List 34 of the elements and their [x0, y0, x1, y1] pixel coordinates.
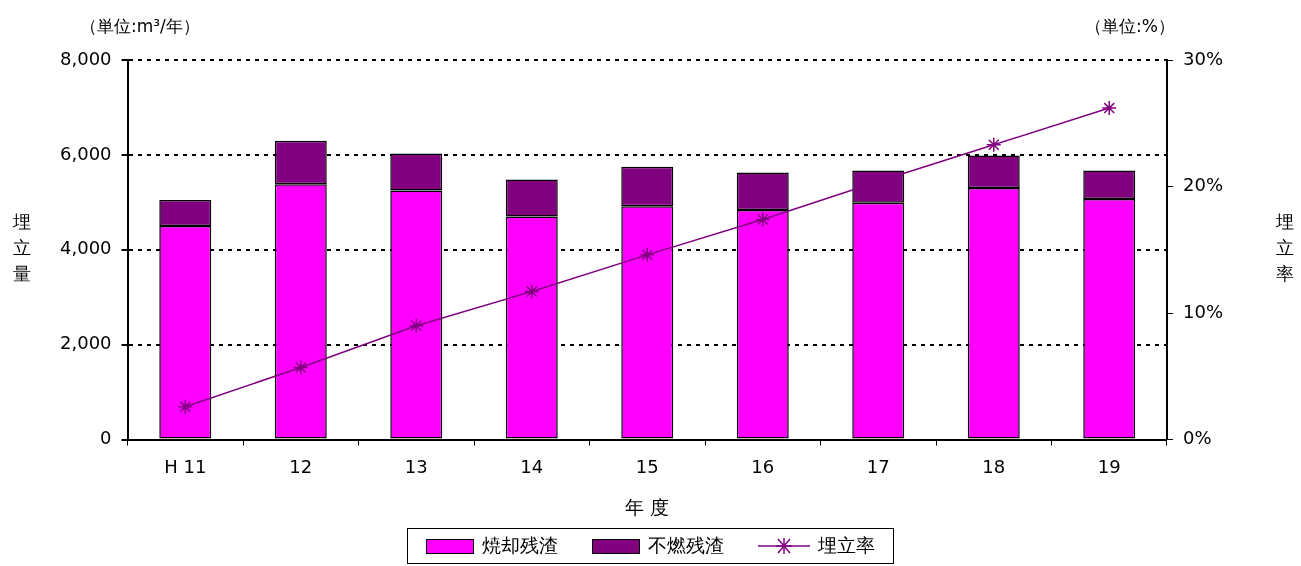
x-tick-label: 18 [982, 456, 1006, 478]
text: （単位:%） [1085, 16, 1175, 37]
point [1101, 100, 1117, 116]
y-tick-label: 6,000 [60, 142, 112, 164]
y2-tick-label: 30% [1182, 47, 1224, 69]
point [177, 398, 194, 415]
point [524, 283, 540, 300]
point [293, 359, 309, 376]
point [639, 247, 656, 263]
x-axis-title: 年 度 [625, 495, 670, 518]
x-tick-label: H 11 [164, 456, 207, 478]
x-tick-label: 17 [866, 456, 890, 478]
x-tick-label: 19 [1097, 456, 1121, 478]
legend-label: 不燃残渣 [648, 533, 724, 558]
point [755, 211, 771, 228]
x-tick-label: 15 [635, 456, 659, 478]
y-tick-label: 2,000 [60, 332, 112, 354]
x-tick-label: 12 [289, 456, 313, 478]
y-tick-label: 0 [100, 427, 112, 449]
point [986, 137, 1002, 153]
legend-label: 焼却残渣 [482, 533, 558, 558]
x-tick-label: 16 [751, 456, 775, 478]
text: （単位:m³/年） [80, 16, 200, 37]
y2-tick-label: 20% [1182, 174, 1224, 196]
y2-tick-label: 0% [1182, 427, 1212, 449]
y-tick-label: 8,000 [60, 47, 112, 69]
legend-label: 埋立率 [818, 533, 875, 558]
point [408, 317, 425, 334]
x-tick-label: 13 [404, 456, 428, 478]
y2-axis-title: 埋立率 [1275, 211, 1294, 285]
y-axis-title: 埋立量 [12, 211, 31, 285]
x-tick-label: 14 [520, 456, 544, 478]
y-tick-label: 4,000 [60, 237, 112, 259]
y2-tick-label: 10% [1182, 300, 1224, 322]
